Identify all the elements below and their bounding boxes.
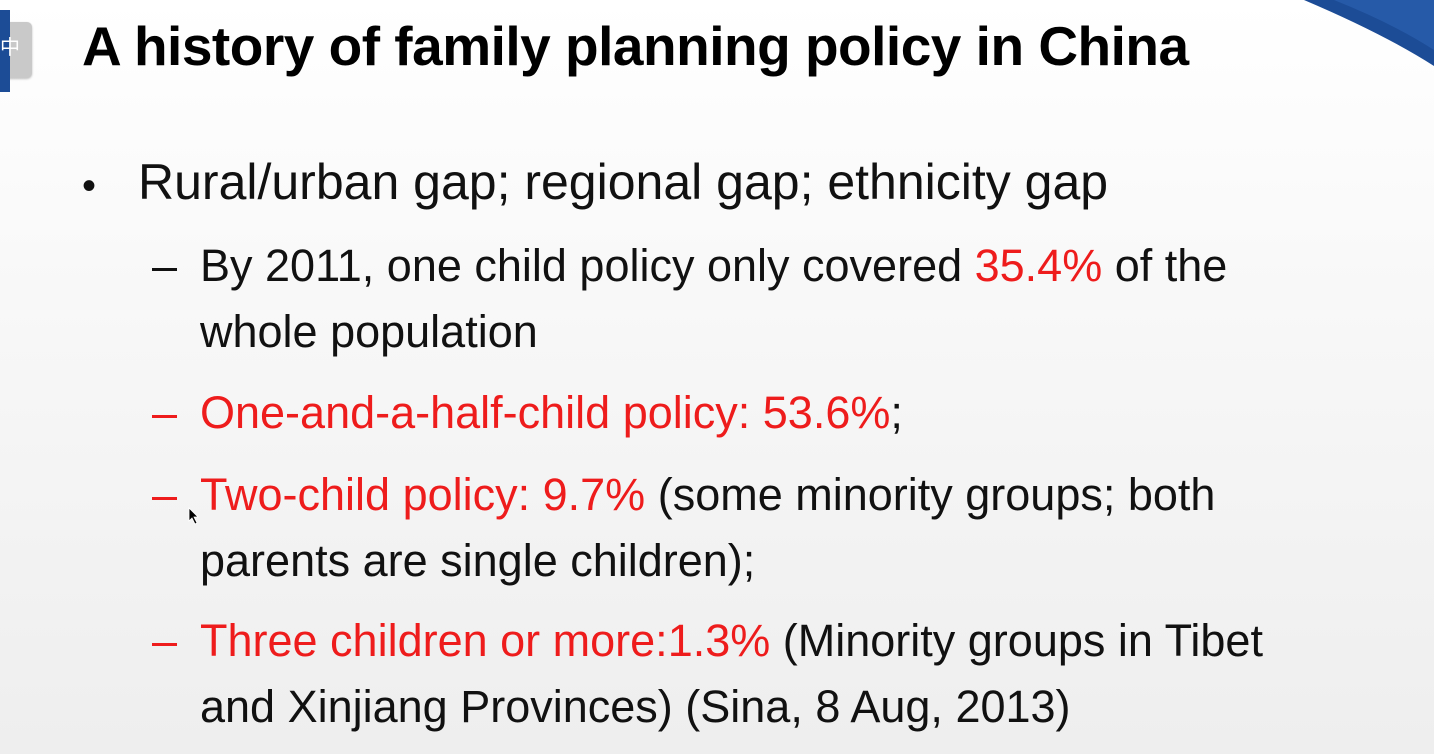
dash-marker: – [152, 469, 178, 520]
sub-item-two-child: – Two-child policy: 9.7% (some minority … [152, 462, 1340, 594]
mouse-pointer-icon [188, 507, 199, 525]
sub-item-highlight: Three children or more:1.3% [200, 615, 771, 666]
sub-item-text: By 2011, one child policy only covered 3… [200, 233, 1340, 365]
sub-item-text-plain: (some minority groups; both parents are … [200, 469, 1216, 586]
side-tab-label: 中 [0, 35, 20, 59]
sub-item-text: Three children or more:1.3% (Minority gr… [200, 608, 1340, 740]
sub-item-one-child: – By 2011, one child policy only covered… [152, 233, 1340, 365]
dash-marker: – [152, 615, 178, 666]
sub-item-one-and-half-child: – One-and-a-half-child policy: 53.6%; [152, 380, 1340, 446]
main-bullet: • Rural/urban gap; regional gap; ethnicit… [82, 150, 1108, 218]
sub-item-text-plain: By 2011, one child policy only covered [200, 240, 975, 291]
main-bullet-text: Rural/urban gap; regional gap; ethnicity… [138, 154, 1109, 210]
sub-item-text: Two-child policy: 9.7% (some minority gr… [200, 462, 1340, 594]
sub-item-text-plain: (Minority groups in Tibet and Xinjiang P… [200, 615, 1263, 732]
sub-item-text-plain: ; [890, 387, 903, 438]
sub-item-text: One-and-a-half-child policy: 53.6%; [200, 380, 1340, 446]
bullet-dot-icon: • [82, 164, 97, 208]
dash-marker: – [152, 387, 178, 438]
dash-marker: – [152, 240, 178, 291]
side-tab-strip [0, 10, 10, 92]
sub-item-three-children: – Three children or more:1.3% (Minority … [152, 608, 1340, 740]
sub-item-text-plain: of the whole population [200, 240, 1228, 357]
corner-swoosh-decoration [1304, 0, 1434, 66]
sub-item-highlight: 35.4% [974, 240, 1103, 291]
sub-item-highlight: One-and-a-half-child policy: 53.6% [200, 387, 891, 438]
slide-title: A history of family planning policy in C… [82, 15, 1189, 77]
sub-item-highlight: Two-child policy: 9.7% [200, 469, 646, 520]
